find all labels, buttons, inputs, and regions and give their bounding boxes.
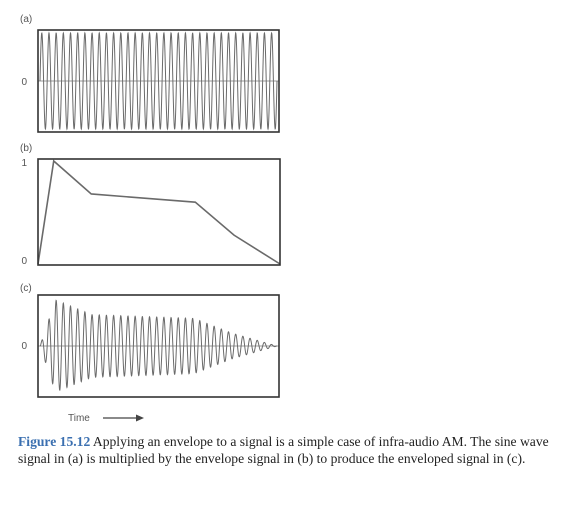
panel-a-label: (a) — [20, 14, 32, 25]
panel-b-label: (b) — [20, 143, 32, 154]
panel-a: (a) 0 — [20, 14, 280, 133]
panel-a-y-tick-zero: 0 — [21, 77, 27, 88]
figure: (a) 0 (b) 1 0 (c) 0 Time — [20, 14, 281, 424]
panel-c-enveloped-wave — [39, 299, 278, 391]
panel-a-sine-wave — [39, 31, 278, 131]
time-axis-label: Time — [68, 413, 90, 424]
figure-caption: Figure 15.12 Applying an envelope to a s… — [18, 433, 558, 467]
panel-a-frame — [37, 29, 280, 133]
figure-caption-label: Figure 15.12 — [18, 434, 91, 449]
time-axis: Time — [68, 413, 144, 424]
panel-c-label: (c) — [20, 283, 32, 294]
panel-c: (c) 0 — [20, 283, 280, 398]
time-arrow-head-icon — [136, 414, 144, 422]
panel-b-y-tick-zero: 0 — [21, 256, 27, 267]
figure-caption-text: Applying an envelope to a signal is a si… — [18, 434, 549, 466]
panel-c-y-tick-zero: 0 — [21, 341, 27, 352]
panel-b: (b) 1 0 — [20, 143, 281, 267]
panel-b-y-tick-one: 1 — [21, 158, 27, 169]
panel-c-frame — [37, 294, 280, 398]
panel-b-frame — [37, 158, 281, 266]
panel-b-envelope-line — [37, 159, 281, 265]
